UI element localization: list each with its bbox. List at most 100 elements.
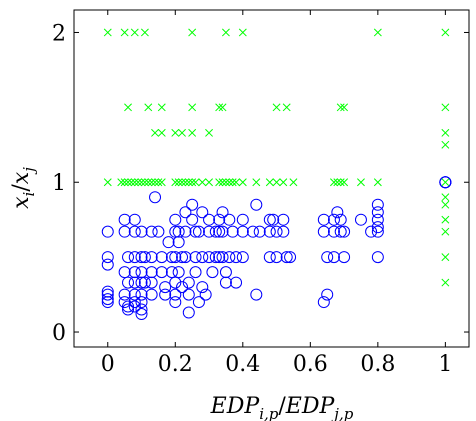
data-point-cross xyxy=(171,178,180,187)
data-point-cross xyxy=(188,128,197,137)
data-point-cross xyxy=(441,178,450,187)
data-point-circle xyxy=(118,296,131,309)
data-point-circle xyxy=(199,288,212,301)
data-point-circle xyxy=(122,303,135,316)
data-point-circle xyxy=(179,206,192,219)
data-point-cross xyxy=(330,178,338,187)
data-point-cross xyxy=(357,178,365,187)
data-point-circle xyxy=(101,293,114,306)
data-point-circle xyxy=(135,276,148,289)
data-point-cross xyxy=(238,178,247,187)
data-point-circle xyxy=(216,225,229,238)
data-point-cross xyxy=(178,128,186,137)
data-point-cross xyxy=(184,178,193,187)
data-point-circle xyxy=(327,251,340,264)
data-point-circle xyxy=(334,225,347,238)
data-point-circle xyxy=(338,251,351,264)
series-circles xyxy=(101,176,452,321)
data-point-circle xyxy=(219,266,232,279)
data-point-circle xyxy=(317,225,330,238)
data-point-cross xyxy=(225,178,234,187)
data-point-cross xyxy=(144,178,153,187)
data-point-circle xyxy=(236,213,249,226)
data-point-circle xyxy=(206,266,219,279)
data-point-circle xyxy=(189,225,202,238)
data-point-circle xyxy=(101,225,114,238)
data-point-circle xyxy=(250,288,263,301)
data-point-circle xyxy=(338,225,351,238)
data-point-circle xyxy=(135,296,148,309)
data-point-circle xyxy=(101,288,114,301)
data-point-circle xyxy=(280,251,293,264)
y-tick-label: 0 xyxy=(52,321,66,346)
data-point-circle xyxy=(165,251,178,264)
data-point-circle xyxy=(270,225,283,238)
data-point-cross xyxy=(441,253,450,262)
data-point-cross xyxy=(188,28,197,37)
data-point-circle xyxy=(155,251,168,264)
data-point-cross xyxy=(103,178,112,187)
data-point-cross xyxy=(238,28,247,37)
data-point-circle xyxy=(172,266,185,279)
data-point-circle xyxy=(223,213,236,226)
data-point-cross xyxy=(232,178,241,187)
data-point-cross xyxy=(140,28,149,37)
data-point-circle xyxy=(182,288,195,301)
data-point-circle xyxy=(122,251,135,264)
data-point-cross xyxy=(157,128,166,137)
data-point-circle xyxy=(182,306,195,319)
data-point-cross xyxy=(272,178,281,187)
data-point-circle xyxy=(176,251,189,264)
y-tick-label: 2 xyxy=(52,21,66,46)
data-point-circle xyxy=(155,266,168,279)
data-point-circle xyxy=(118,225,131,238)
data-point-circle xyxy=(203,251,216,264)
data-point-cross xyxy=(188,103,197,112)
data-point-circle xyxy=(135,266,148,279)
data-point-circle xyxy=(371,251,384,264)
data-point-circle xyxy=(270,251,283,264)
data-point-circle xyxy=(219,276,232,289)
data-point-circle xyxy=(213,213,226,226)
data-point-cross xyxy=(272,103,281,112)
data-point-cross xyxy=(336,178,345,187)
data-point-cross xyxy=(205,128,213,137)
data-point-circle xyxy=(159,281,172,294)
data-point-circle xyxy=(213,251,226,264)
data-point-cross xyxy=(289,178,298,187)
data-point-circle xyxy=(365,225,378,238)
data-point-cross xyxy=(124,178,132,187)
data-point-circle xyxy=(354,213,367,226)
data-point-cross xyxy=(157,103,166,112)
data-point-circle xyxy=(101,285,114,298)
data-point-cross xyxy=(340,178,349,187)
data-point-cross xyxy=(265,178,274,187)
data-point-circle xyxy=(128,296,141,309)
data-point-circle xyxy=(253,225,266,238)
data-point-cross xyxy=(441,227,450,236)
data-point-circle xyxy=(327,225,340,238)
data-point-cross xyxy=(178,178,186,187)
data-point-circle xyxy=(135,251,148,264)
data-point-cross xyxy=(134,178,143,187)
data-point-circle xyxy=(196,281,209,294)
data-point-cross xyxy=(120,178,129,187)
data-point-circle xyxy=(135,225,148,238)
data-point-cross xyxy=(218,103,227,112)
data-point-circle xyxy=(152,225,165,238)
data-point-circle xyxy=(236,225,249,238)
data-point-cross xyxy=(103,28,112,37)
data-point-circle xyxy=(169,251,182,264)
data-point-circle xyxy=(128,288,141,301)
data-point-cross xyxy=(117,178,126,187)
data-point-circle xyxy=(128,266,141,279)
data-point-cross xyxy=(333,178,342,187)
data-point-cross xyxy=(441,278,450,287)
data-point-circle xyxy=(169,276,182,289)
data-point-cross xyxy=(441,200,450,209)
data-point-circle xyxy=(128,213,141,226)
y-axis-label: xi/xj xyxy=(9,167,38,209)
y-tick-label: 1 xyxy=(52,171,66,196)
data-point-cross xyxy=(441,103,450,112)
